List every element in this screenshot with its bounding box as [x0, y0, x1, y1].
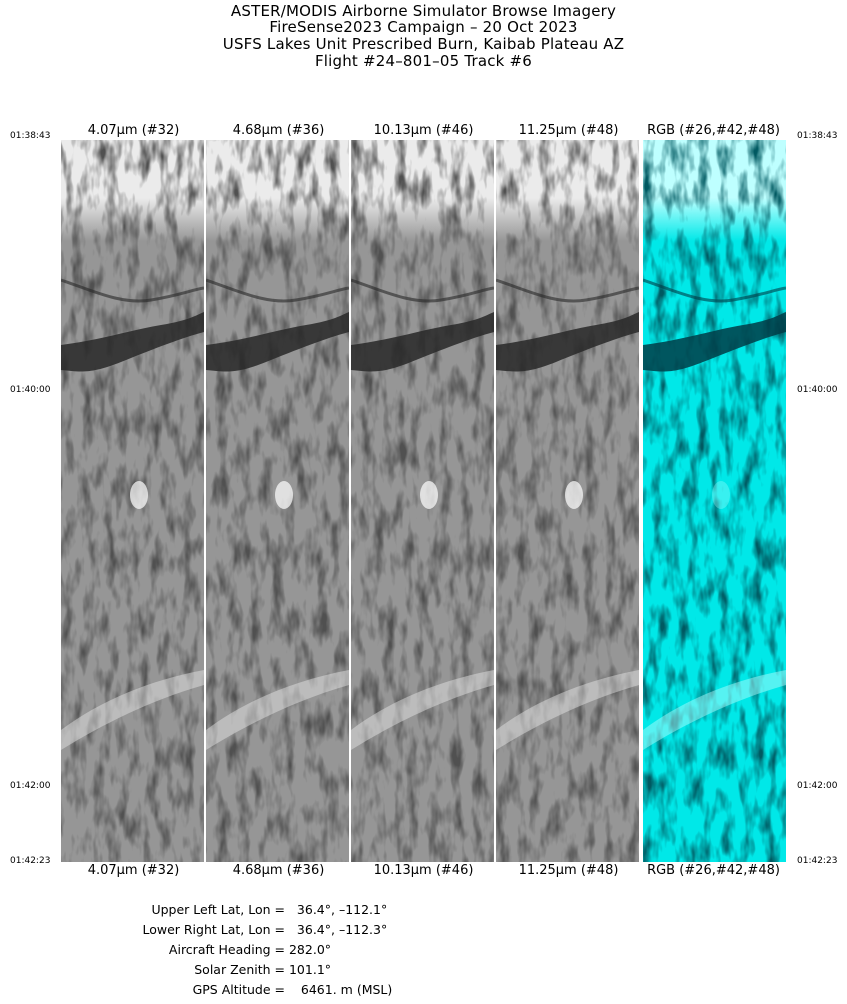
- band-label-bottom-5: RGB (#26,#42,#48): [647, 863, 780, 878]
- info-zenith: Solar Zenith = 101.1°: [95, 962, 331, 977]
- band-label-top-2: 4.68μm (#36): [232, 123, 325, 138]
- title-line-3: USFS Lakes Unit Prescribed Burn, Kaibab …: [222, 35, 625, 53]
- info-heading-value: 282.0°: [288, 942, 332, 957]
- band-label-bottom-2: 4.68μm (#36): [232, 863, 325, 878]
- band-label-bottom-3: 10.13μm (#46): [373, 863, 474, 878]
- image-strip-1: [61, 140, 204, 862]
- info-altitude-label: GPS Altitude =: [192, 982, 285, 997]
- band-label-top-4: 11.25μm (#48): [518, 123, 619, 138]
- info-zenith-label: Solar Zenith =: [194, 962, 285, 977]
- info-upper-left-value: 36.4°, –112.1°: [296, 902, 388, 917]
- time-right-start: 01:38:43: [797, 131, 838, 141]
- title-line-1: ASTER/MODIS Airborne Simulator Browse Im…: [230, 2, 617, 20]
- time-left-mid2: 01:42:00: [10, 781, 51, 791]
- image-strip-3: [351, 140, 494, 862]
- band-label-bottom-1: 4.07μm (#32): [87, 863, 180, 878]
- time-left-start: 01:38:43: [10, 131, 51, 141]
- info-altitude: GPS Altitude = 6461. m (MSL): [95, 982, 393, 997]
- band-label-top-1: 4.07μm (#32): [87, 123, 180, 138]
- time-left-mid1: 01:40:00: [10, 385, 51, 395]
- time-right-mid1: 01:40:00: [797, 385, 838, 395]
- band-label-top-5: RGB (#26,#42,#48): [647, 123, 780, 138]
- image-strip-4: [496, 140, 639, 862]
- image-strip-5-rgb: [643, 140, 786, 862]
- time-right-mid2: 01:42:00: [797, 781, 838, 791]
- band-label-top-3: 10.13μm (#46): [373, 123, 474, 138]
- band-label-bottom-4: 11.25μm (#48): [518, 863, 619, 878]
- info-altitude-value: 6461. m (MSL): [300, 982, 393, 997]
- title-line-4: Flight #24–801–05 Track #6: [314, 52, 533, 70]
- info-zenith-value: 101.1°: [288, 962, 332, 977]
- title-line-2: FireSense2023 Campaign – 20 Oct 2023: [269, 18, 578, 36]
- info-lower-right-value: 36.4°, –112.3°: [296, 922, 388, 937]
- info-upper-left: Upper Left Lat, Lon = 36.4°, –112.1°: [95, 902, 387, 917]
- time-left-end: 01:42:23: [10, 856, 51, 866]
- info-heading: Aircraft Heading = 282.0°: [95, 942, 331, 957]
- image-strip-2: [206, 140, 349, 862]
- time-right-end: 01:42:23: [797, 856, 838, 866]
- info-upper-left-label: Upper Left Lat, Lon =: [151, 902, 285, 917]
- info-lower-right-label: Lower Right Lat, Lon =: [142, 922, 285, 937]
- info-heading-label: Aircraft Heading =: [168, 942, 285, 957]
- info-lower-right: Lower Right Lat, Lon = 36.4°, –112.3°: [95, 922, 387, 937]
